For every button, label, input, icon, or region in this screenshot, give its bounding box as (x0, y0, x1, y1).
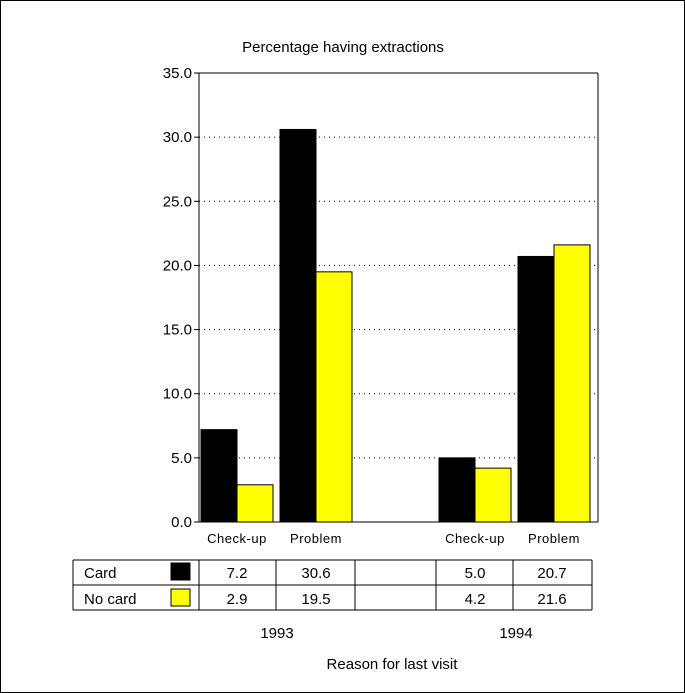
bars (200, 128, 591, 523)
y-tick-label-7: 35.0 (163, 65, 192, 82)
table-cell-no-card-2: 4.2 (465, 591, 486, 608)
bar-no-card-3 (553, 244, 591, 523)
table-cell-card-3: 20.7 (537, 565, 566, 582)
y-tick-label-6: 30.0 (163, 129, 192, 146)
bar-no-card-2 (474, 467, 512, 523)
bar-card-2 (438, 457, 476, 523)
table-cell-no-card-1: 19.5 (301, 591, 330, 608)
legend-label-card: Card (84, 565, 117, 582)
bar-no-card-1 (315, 271, 353, 523)
y-tick-label-4: 20.0 (163, 257, 192, 274)
x-category-label-3: Problem (528, 531, 580, 546)
group-label-0: 1993 (260, 625, 293, 642)
legend-swatch-no-card (170, 588, 191, 607)
bar-no-card-0 (236, 484, 274, 523)
group-label-1: 1994 (499, 625, 532, 642)
axes (198, 72, 599, 523)
x-axis-label: Reason for last visit (327, 656, 459, 673)
table-cell-no-card-0: 2.9 (227, 591, 248, 608)
table-cell-card-1: 30.6 (301, 565, 330, 582)
bar-card-1 (279, 128, 317, 523)
bar-card-0 (200, 429, 238, 523)
data-table: Card 7.2 30.6 5.0 20.7 No card 2.9 19.5 4.2 21.6 (72, 559, 593, 611)
bar-card-3 (517, 255, 555, 523)
legend-swatch-card (170, 562, 191, 581)
y-tick-label-0: 0.0 (171, 514, 192, 531)
y-tick-label-2: 10.0 (163, 386, 192, 403)
chart-title: Percentage having extractions (242, 39, 444, 56)
y-tick-label-1: 5.0 (171, 450, 192, 467)
x-category-labels: Check-up Problem Check-up Problem (207, 531, 580, 546)
x-category-label-1: Problem (290, 531, 342, 546)
x-category-label-2: Check-up (445, 531, 505, 546)
table-cell-card-0: 7.2 (227, 565, 248, 582)
table-cell-card-2: 5.0 (465, 565, 486, 582)
table-cell-no-card-3: 21.6 (537, 591, 566, 608)
y-tick-labels: 0.0 5.0 10.0 15.0 20.0 25.0 30.0 35.0 (163, 65, 199, 531)
x-category-label-0: Check-up (207, 531, 267, 546)
y-tick-label-3: 15.0 (163, 322, 192, 339)
group-labels: 1993 1994 (260, 625, 532, 642)
legend-label-no-card: No card (84, 591, 137, 608)
y-tick-label-5: 25.0 (163, 193, 192, 210)
